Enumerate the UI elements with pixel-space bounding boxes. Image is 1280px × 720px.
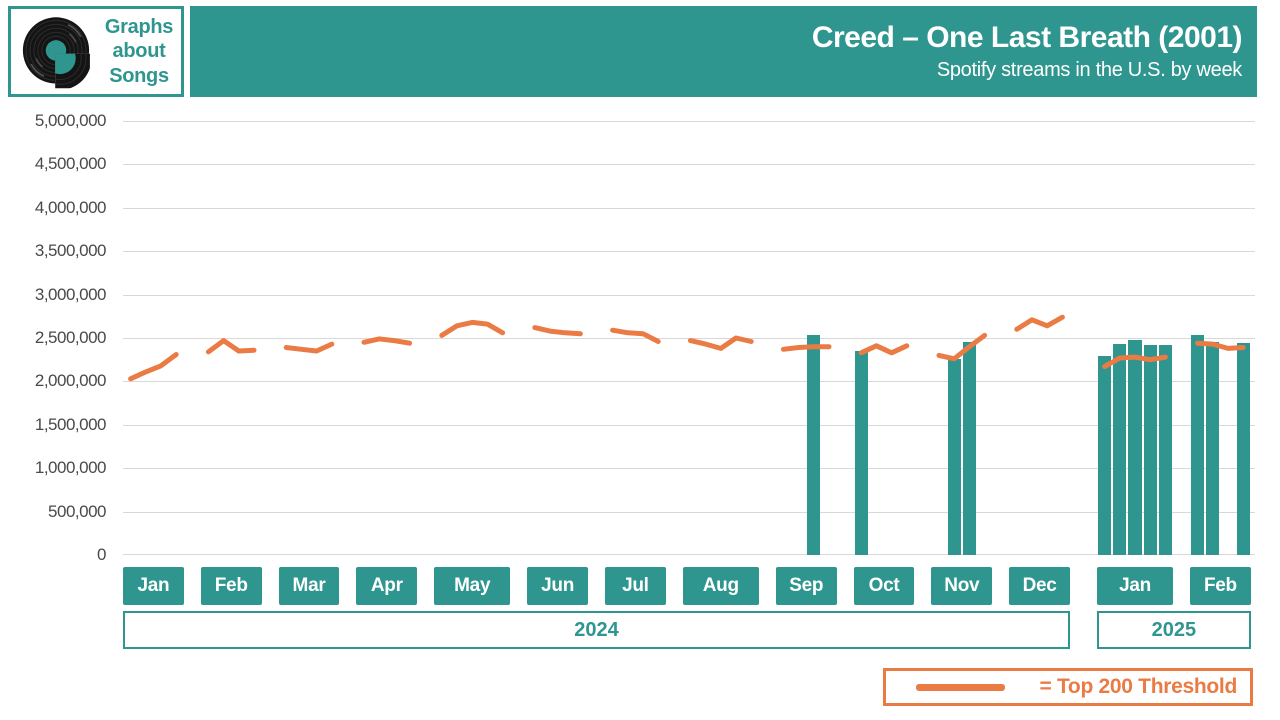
y-tick-label: 1,000,000 [34, 458, 107, 478]
header-band: Creed – One Last Breath (2001) Spotify s… [190, 6, 1257, 97]
month-axis-row: Jan Feb Mar Apr May Jun Jul Aug Sep Oct Nov Dec Jan F… [123, 567, 1255, 605]
threshold-line-segment [361, 336, 413, 346]
month-label-sep-2024: Sep [775, 567, 837, 605]
streams-bar [1113, 344, 1127, 555]
y-tick-label: 2,000,000 [34, 371, 107, 391]
gridline [123, 468, 1255, 470]
y-tick-label: 1,500,000 [34, 414, 107, 434]
month-label-nov-2024: Nov [931, 567, 993, 605]
gridline [123, 338, 1255, 339]
threshold-line-swatch [916, 683, 1006, 691]
legend: = Top 200 Threshold [883, 668, 1253, 706]
month-label-feb-2025: Feb [1190, 567, 1251, 605]
threshold-line-segment [858, 343, 910, 356]
streams-bar [1236, 343, 1250, 555]
month-label-jan-2025: Jan [1097, 567, 1173, 605]
month-label-aug-2024: Aug [682, 567, 759, 605]
y-tick-label: 5,000,000 [34, 111, 107, 130]
streams-bar [962, 341, 977, 555]
y-tick-label: 4,000,000 [34, 197, 107, 217]
gridline [123, 294, 1255, 296]
threshold-line-segment [205, 338, 257, 355]
gridline [123, 554, 1255, 555]
month-label-apr-2024: Apr [356, 567, 418, 605]
gridline [123, 164, 1255, 166]
streams-bar [1206, 342, 1220, 555]
gridline [123, 207, 1255, 209]
streams-bar [1143, 344, 1157, 555]
threshold-line-segment [283, 341, 335, 354]
gridline [123, 511, 1255, 513]
month-label-dec-2024: Dec [1009, 567, 1070, 605]
streams-bar [807, 334, 821, 555]
month-label-oct-2024: Oct [853, 567, 915, 605]
vinyl-record-logo-icon [22, 16, 90, 88]
threshold-line-segment [687, 335, 754, 351]
streams-bar [947, 358, 961, 555]
y-tick-label: 2,500,000 [34, 328, 107, 347]
year-label-2025: 2025 [1097, 611, 1251, 649]
y-tick-label: 3,500,000 [34, 241, 107, 261]
gridline [123, 381, 1255, 383]
threshold-line-segment [439, 319, 506, 338]
streams-bar [1128, 339, 1142, 555]
page-title: Creed – One Last Breath (2001) [811, 20, 1243, 54]
gridline [123, 424, 1255, 426]
month-label-jan-2024: Jan [123, 567, 184, 605]
gridline [123, 121, 1255, 122]
chart-plot-area [123, 121, 1255, 555]
streams-bar [1158, 344, 1173, 555]
threshold-line-segment [128, 352, 179, 382]
logo-line-3: Songs [109, 64, 169, 87]
page-subtitle: Spotify streams in the U.S. by week [936, 59, 1242, 82]
streams-bar [1190, 335, 1205, 555]
month-label-feb-2024: Feb [200, 567, 262, 605]
logo-line-1: Graphs [104, 15, 174, 38]
y-axis-tick-labels: 0 500,000 1,000,000 1,500,000 2,000,000 2,500… [0, 111, 107, 564]
logo-line-2: about [112, 40, 166, 63]
legend-label: = Top 200 Threshold [1039, 675, 1237, 698]
month-label-mar-2024: Mar [278, 567, 340, 605]
threshold-line-segment [1014, 314, 1065, 332]
streams-bar [1097, 356, 1112, 555]
y-tick-label: 500,000 [48, 501, 106, 521]
logo: Graphs about Songs [8, 6, 184, 97]
y-tick-label: 0 [97, 545, 106, 564]
logo-text: Graphs about Songs [97, 15, 181, 88]
month-label-jul-2024: Jul [605, 567, 666, 605]
month-label-may-2024: May [434, 567, 511, 605]
threshold-line-segment [610, 327, 661, 344]
y-tick-label: 4,500,000 [34, 154, 107, 174]
gridline [123, 251, 1255, 253]
year-axis-row: 2024 2025 [123, 611, 1255, 649]
y-tick-label: 3,000,000 [34, 284, 107, 304]
streams-bar [854, 351, 868, 555]
month-label-jun-2024: Jun [527, 567, 588, 605]
year-label-2024: 2024 [123, 611, 1070, 649]
threshold-line-segment [532, 325, 583, 337]
